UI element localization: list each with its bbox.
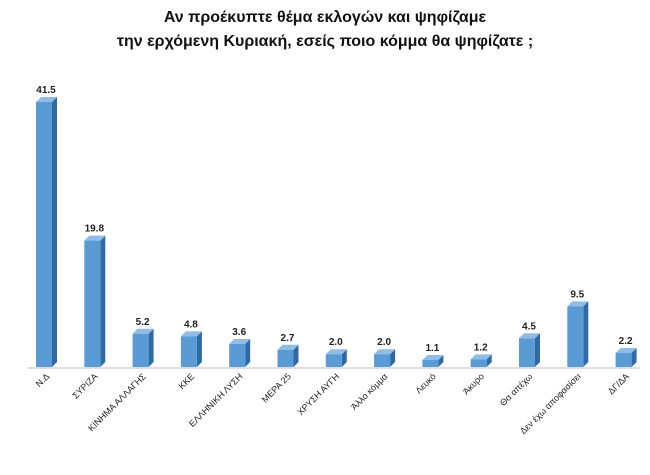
bar-face	[422, 359, 439, 367]
data-label: 4.8	[184, 319, 198, 330]
x-tick-label: ΕΛΛΗΝΙΚΗ ΛΥΣΗ	[187, 371, 245, 429]
bar-face	[277, 349, 294, 367]
bar-face	[132, 333, 149, 367]
bar-face	[615, 352, 632, 367]
x-tick-label: ΣΥΡΙΖΑ	[70, 371, 99, 400]
bar-top	[36, 97, 57, 102]
data-label: 5.2	[136, 317, 150, 328]
bar	[422, 354, 444, 367]
data-label: 41.5	[36, 85, 56, 96]
chart-title-line-1: Αν προέκυπτε θέμα εκλογών και ψηφίζαμε	[163, 9, 487, 26]
bar	[277, 344, 299, 367]
bar-top	[277, 344, 299, 350]
x-tick-label: ΚΚΕ	[177, 371, 197, 391]
bar-face	[325, 354, 342, 367]
data-label: 19.8	[85, 224, 105, 235]
bar-side	[148, 328, 154, 367]
bar-top	[519, 333, 540, 339]
bar-side	[293, 344, 299, 367]
bar-top	[132, 328, 154, 334]
bar-top	[615, 347, 637, 353]
bar-face	[84, 240, 101, 367]
bar	[84, 235, 106, 367]
bar	[132, 328, 154, 367]
data-label: 1.1	[425, 343, 439, 354]
bar	[36, 97, 57, 367]
bar	[374, 349, 396, 367]
bar-top	[84, 235, 106, 241]
x-tick-label: Λευκό	[414, 371, 438, 395]
bar-face	[180, 336, 197, 367]
bar-top	[567, 301, 589, 307]
bar	[180, 331, 202, 367]
bar-face	[470, 359, 487, 367]
bar-top	[180, 331, 202, 337]
bar	[325, 349, 347, 367]
data-label: 2.0	[329, 337, 343, 348]
data-label: 2.7	[281, 333, 295, 344]
x-tick-label: ΔΓ/ΔΑ	[606, 371, 631, 396]
bar-side	[52, 97, 57, 367]
bar-side	[390, 349, 396, 367]
bar-top	[470, 354, 492, 360]
data-label: 2.0	[377, 337, 391, 348]
bar-side	[583, 301, 589, 367]
bar-side	[535, 333, 540, 367]
bar-side	[438, 354, 444, 367]
bar-top	[325, 349, 347, 355]
bar-side	[631, 347, 637, 367]
chart-title-line-2: την ερχόμενη Κυριακή, εσείς ποιο κόμμα θ…	[116, 33, 534, 50]
bar	[615, 347, 637, 367]
bar	[567, 301, 589, 367]
data-label: 4.5	[522, 321, 536, 332]
bar-face	[567, 306, 584, 367]
bar-side	[486, 354, 492, 367]
data-label: 3.6	[232, 327, 246, 338]
bar-face	[36, 102, 52, 367]
bar-face	[229, 344, 246, 367]
bar-side	[196, 331, 202, 367]
x-tick-label: Άκυρο	[461, 371, 486, 396]
data-label: 2.2	[619, 336, 633, 347]
x-tick-label: Θα απέχω	[498, 371, 535, 408]
bar	[470, 354, 492, 367]
chart-title: Αν προέκυπτε θέμα εκλογών και ψηφίζαμε τ…	[0, 6, 650, 54]
data-label: 9.5	[570, 289, 584, 300]
bar-side	[100, 235, 106, 367]
bar-face	[374, 354, 391, 367]
x-tick-label: ΧΡΥΣΗ ΑΥΓΗ	[295, 371, 341, 417]
bar	[519, 333, 540, 367]
bar-face	[519, 338, 535, 367]
bar-side	[245, 339, 251, 367]
data-label: 1.2	[474, 342, 488, 353]
bar-top	[229, 339, 251, 345]
bar	[229, 339, 251, 367]
x-tick-label: Άλλο κόμμα	[349, 371, 390, 412]
x-tick-label: ΜΕΡΑ 25	[260, 371, 293, 404]
bar-top	[374, 349, 396, 355]
x-tick-label: Ν.Δ	[34, 371, 52, 389]
bar-top	[422, 354, 444, 360]
bar-side	[341, 349, 347, 367]
